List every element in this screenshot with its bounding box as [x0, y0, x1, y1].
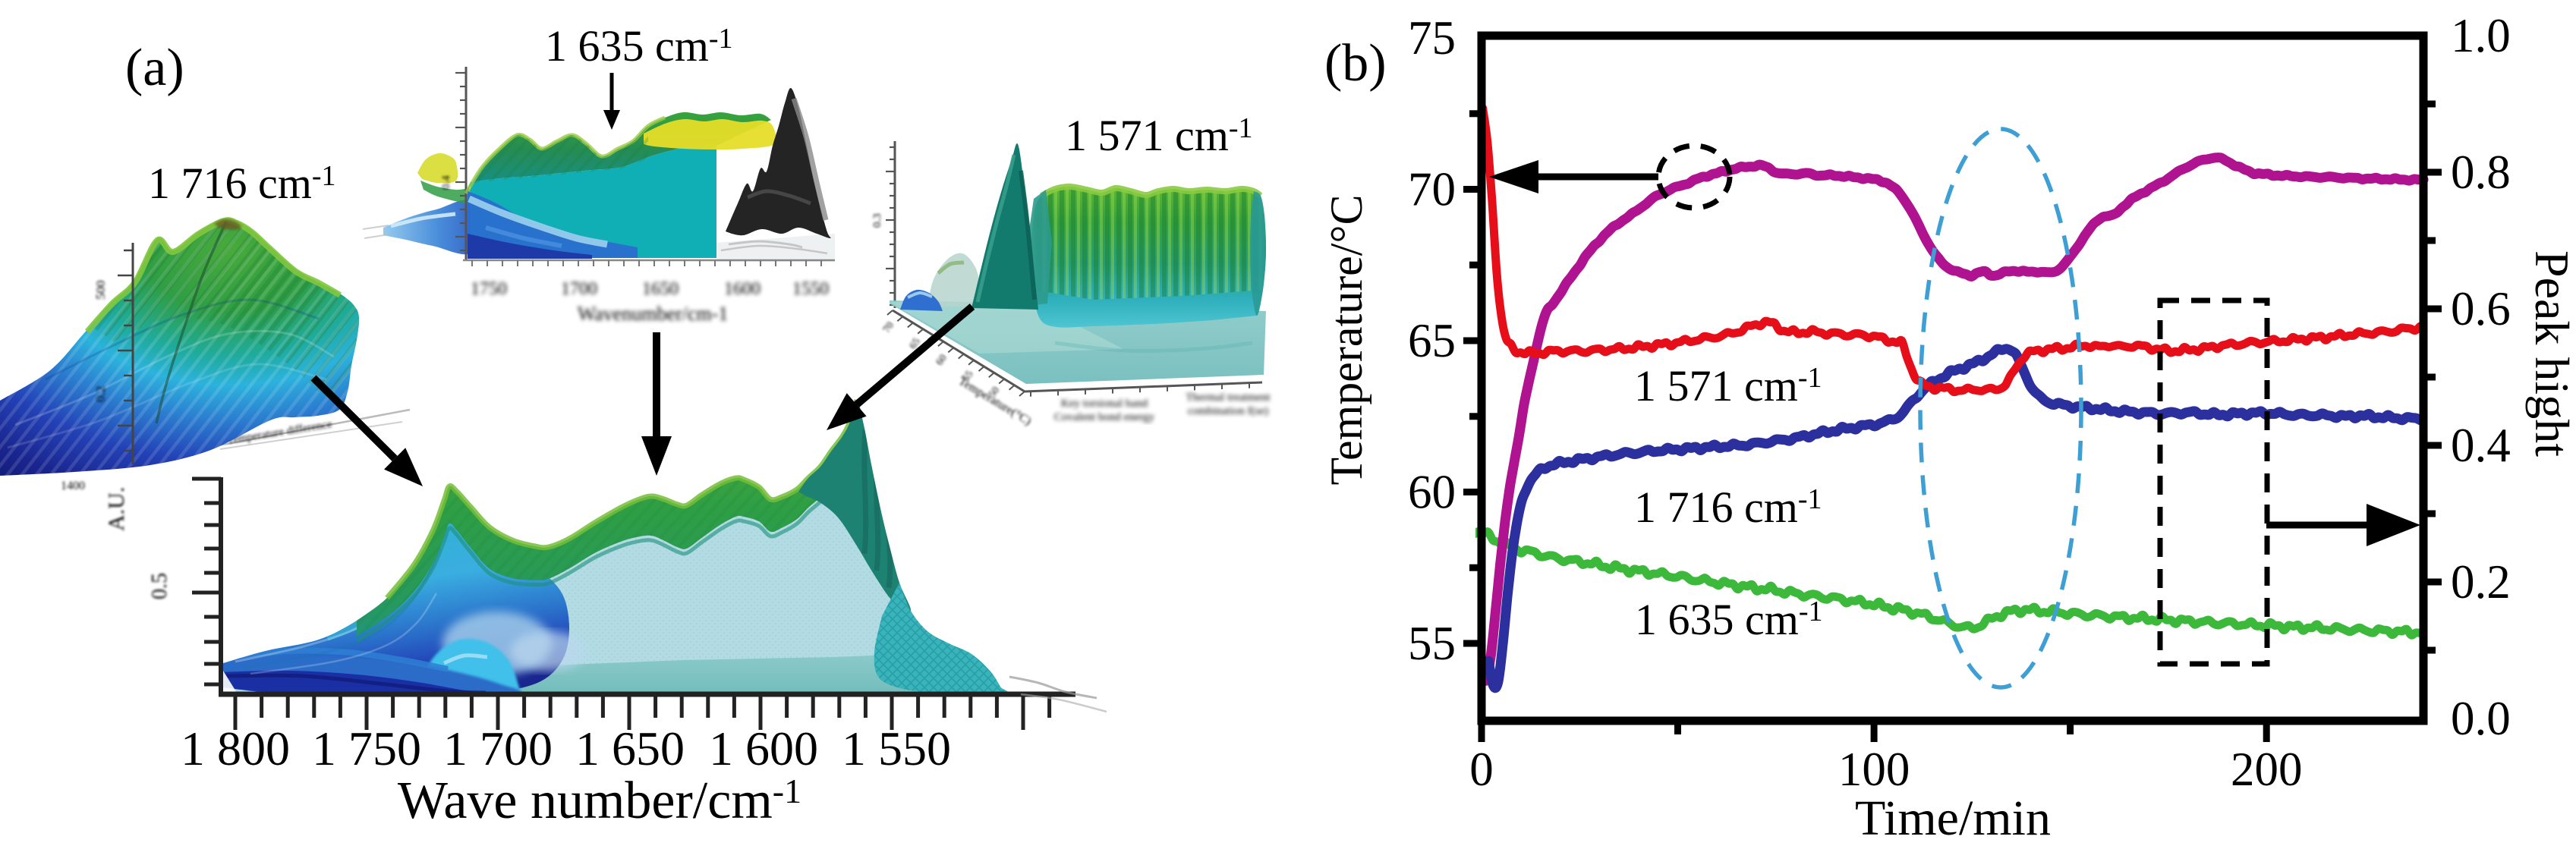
svg-text:Key torsional band: Key torsional band [1061, 398, 1148, 410]
svg-text:200: 200 [2231, 743, 2303, 796]
svg-text:1 716 cm-1: 1 716 cm-1 [1634, 483, 1822, 532]
svg-text:1550: 1550 [792, 279, 829, 299]
svg-text:1 700: 1 700 [443, 722, 553, 775]
svg-text:55: 55 [1408, 617, 1456, 670]
svg-text:1600: 1600 [724, 279, 761, 299]
svg-text:(a): (a) [125, 39, 184, 97]
svg-text:1750: 1750 [471, 279, 507, 299]
svg-text:Thermal treatment: Thermal treatment [1186, 391, 1271, 404]
svg-text:Peak hight: Peak hight [2525, 250, 2576, 457]
svg-text:0.8: 0.8 [2451, 146, 2511, 199]
svg-text:combination f(se): combination f(se) [1188, 405, 1268, 417]
svg-text:0.0: 0.0 [2451, 692, 2511, 745]
svg-text:0: 0 [1469, 743, 1494, 796]
svg-text:65: 65 [1408, 314, 1456, 367]
svg-text:A.U.: A.U. [104, 487, 129, 531]
svg-text:1 635 cm-1: 1 635 cm-1 [545, 21, 733, 71]
svg-text:70: 70 [1408, 163, 1456, 216]
svg-text:60: 60 [1408, 466, 1456, 519]
svg-text:0.3: 0.3 [871, 213, 883, 228]
svg-text:Temperature/°C: Temperature/°C [1321, 195, 1371, 486]
svg-text:1 571 cm-1: 1 571 cm-1 [1065, 111, 1253, 160]
svg-text:1.0: 1.0 [2451, 9, 2511, 62]
svg-text:0.6: 0.6 [2451, 282, 2511, 335]
svg-text:0.4: 0.4 [2451, 419, 2511, 472]
svg-text:1 550: 1 550 [842, 722, 951, 775]
svg-text:Covalent bond energy: Covalent bond energy [1054, 411, 1155, 423]
svg-text:500: 500 [93, 281, 108, 300]
svg-text:1 635 cm-1: 1 635 cm-1 [1635, 595, 1823, 644]
svg-text:1 600: 1 600 [709, 722, 818, 775]
svg-text:1650: 1650 [642, 279, 679, 299]
svg-text:Wavenumber/cm-1: Wavenumber/cm-1 [578, 303, 729, 325]
svg-text:Wave number/cm-1: Wave number/cm-1 [398, 772, 801, 830]
svg-text:0.2: 0.2 [2451, 555, 2511, 608]
svg-text:100: 100 [1838, 743, 1910, 796]
svg-text:1 800: 1 800 [181, 722, 290, 775]
svg-text:75: 75 [1408, 11, 1456, 64]
svg-text:0.4: 0.4 [440, 175, 452, 190]
svg-text:(b): (b) [1324, 34, 1387, 93]
svg-text:0.5: 0.5 [148, 573, 172, 599]
svg-text:0.2: 0.2 [93, 386, 108, 402]
svg-text:1 716 cm-1: 1 716 cm-1 [148, 159, 336, 208]
svg-text:1 650: 1 650 [575, 722, 685, 775]
svg-text:1400: 1400 [61, 480, 85, 492]
svg-text:1700: 1700 [561, 279, 597, 299]
svg-text:1 571 cm-1: 1 571 cm-1 [1634, 361, 1822, 410]
svg-text:1 750: 1 750 [312, 722, 421, 775]
svg-text:Time/min: Time/min [1855, 791, 2051, 846]
